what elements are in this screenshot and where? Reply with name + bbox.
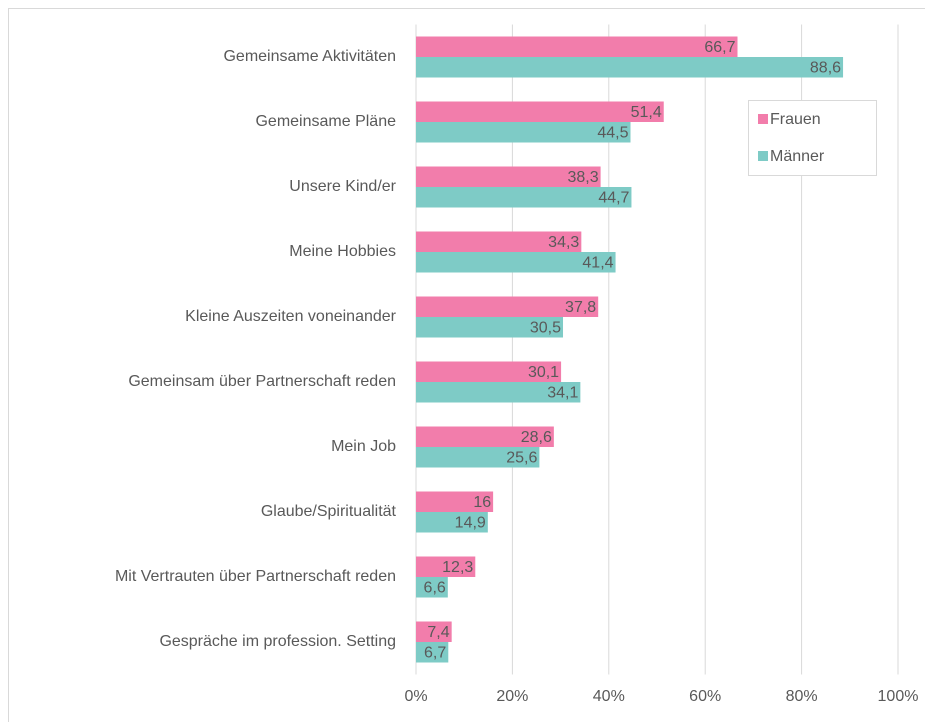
bar: [416, 512, 488, 533]
bar: [416, 382, 581, 403]
bar: [416, 252, 616, 273]
data-label: 30,1: [528, 364, 559, 381]
bar: [416, 317, 564, 338]
data-label: 30,5: [530, 319, 561, 336]
data-label: 34,3: [548, 234, 579, 251]
bar: [416, 166, 601, 187]
y-tick-label: Gespräche im profession. Setting: [159, 633, 396, 650]
y-tick-label: Meine Hobbies: [289, 243, 396, 260]
x-tick-label: 80%: [786, 688, 818, 705]
bar: [416, 577, 448, 598]
x-tick-label: 60%: [689, 688, 721, 705]
data-label: 34,1: [547, 384, 578, 401]
data-label: 28,6: [521, 429, 552, 446]
bar: [416, 361, 562, 382]
data-label: 38,3: [567, 169, 598, 186]
x-tick-label: 40%: [593, 688, 625, 705]
x-tick-label: 100%: [878, 688, 919, 705]
x-tick-label: 0%: [404, 688, 427, 705]
bar: [416, 447, 540, 468]
data-label: 44,7: [598, 189, 629, 206]
legend-label: Männer: [770, 148, 825, 165]
legend-swatch: [758, 151, 768, 161]
data-label: 7,4: [427, 624, 449, 641]
data-label: 14,9: [455, 514, 486, 531]
bar: [416, 426, 554, 447]
data-label: 6,7: [424, 644, 446, 661]
legend-swatch: [758, 114, 768, 124]
data-label: 16: [473, 494, 491, 511]
y-tick-label: Gemeinsame Pläne: [255, 113, 396, 130]
data-label: 66,7: [704, 39, 735, 56]
bar: [416, 556, 476, 577]
bar: [416, 122, 631, 143]
y-tick-label: Glaube/Spiritualität: [261, 503, 397, 520]
y-tick-label: Gemeinsame Aktivitäten: [223, 48, 396, 65]
y-tick-label: Kleine Auszeiten voneinander: [185, 308, 396, 325]
chart-border: [8, 8, 925, 722]
y-tick-label: Mein Job: [331, 438, 396, 455]
data-label: 25,6: [506, 449, 537, 466]
bar: [416, 642, 449, 663]
bar: [416, 57, 844, 78]
x-tick-label: 20%: [496, 688, 528, 705]
bar: [416, 36, 738, 57]
data-label: 88,6: [810, 59, 841, 76]
data-label: 51,4: [631, 104, 662, 121]
y-tick-label: Gemeinsam über Partnerschaft reden: [128, 373, 396, 390]
bar: [416, 621, 452, 642]
data-label: 12,3: [442, 559, 473, 576]
y-tick-label: Mit Vertrauten über Partnerschaft reden: [115, 568, 396, 585]
y-tick-label: Unsere Kind/er: [289, 178, 396, 195]
bar: [416, 187, 632, 208]
data-label: 37,8: [565, 299, 596, 316]
bar: [416, 491, 494, 512]
bar: [416, 231, 582, 252]
data-label: 44,5: [597, 124, 628, 141]
legend-label: Frauen: [770, 111, 821, 128]
data-label: 6,6: [424, 579, 446, 596]
bar: [416, 101, 664, 122]
data-label: 41,4: [582, 254, 613, 271]
legend-box: [748, 100, 877, 176]
bar: [416, 296, 599, 317]
